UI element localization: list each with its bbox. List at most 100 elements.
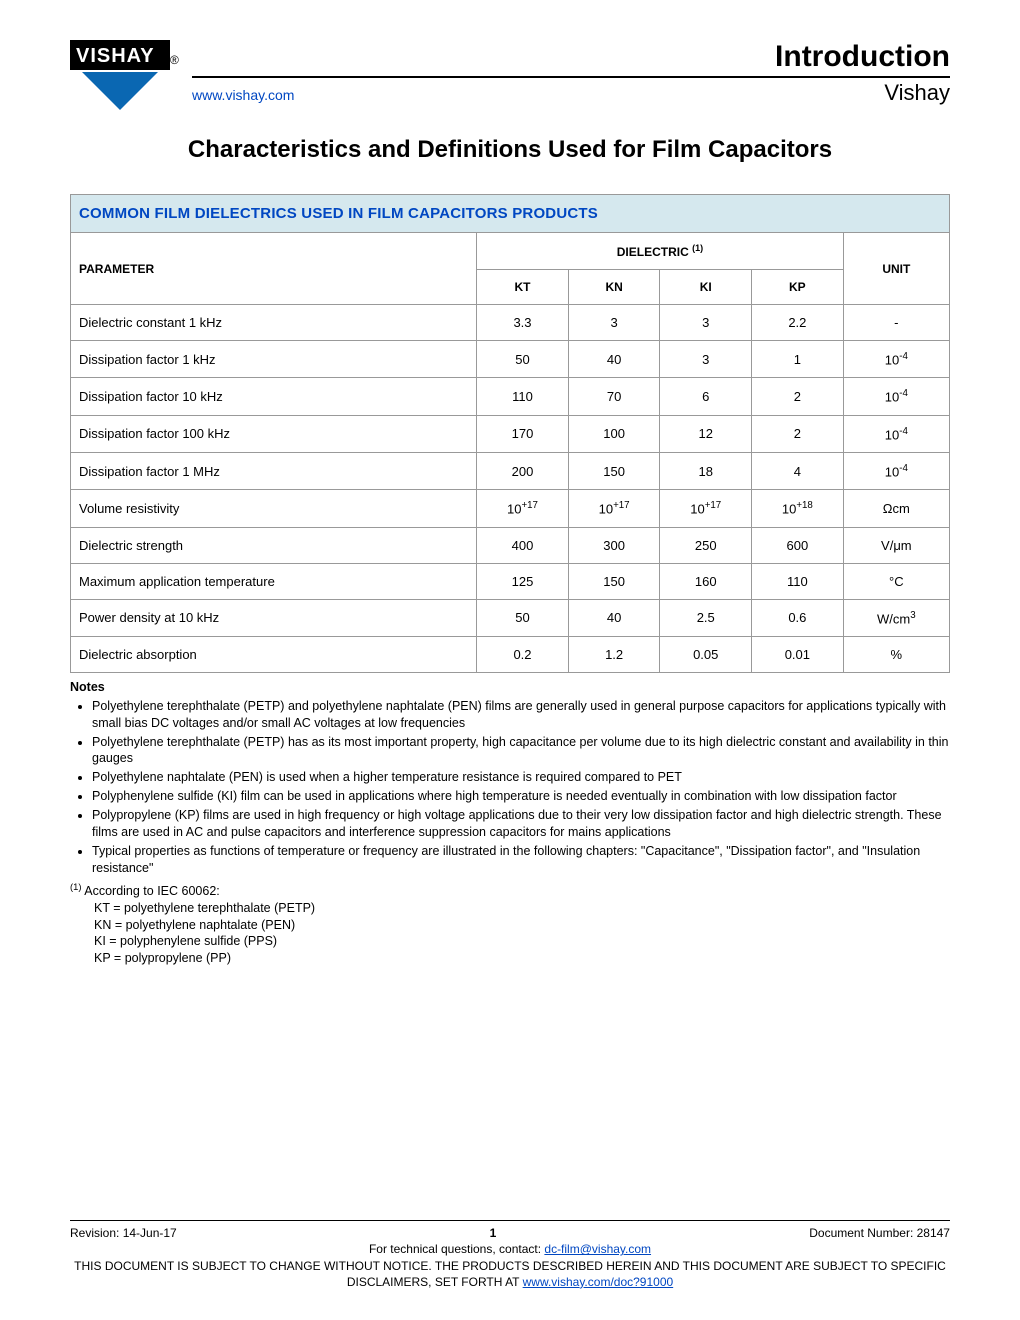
note-item: Typical properties as functions of tempe… (92, 843, 950, 877)
value-cell: 10+18 (752, 490, 844, 527)
table-row: Maximum application temperature125150160… (71, 563, 950, 599)
dielectrics-table: COMMON FILM DIELECTRICS USED IN FILM CAP… (70, 194, 950, 673)
value-cell: 160 (660, 563, 752, 599)
brand-label: Vishay (884, 80, 950, 106)
footnote-def: KI = polyphenylene sulfide (PPS) (94, 933, 950, 950)
unit-cell: V/μm (843, 527, 949, 563)
disclaimer-link[interactable]: www.vishay.com/doc?91000 (523, 1275, 674, 1289)
value-cell: 0.05 (660, 636, 752, 672)
param-cell: Dielectric absorption (71, 636, 477, 672)
value-cell: 250 (660, 527, 752, 563)
vishay-logo: VISHAY ® (70, 40, 180, 112)
tech-contact: For technical questions, contact: dc-fil… (70, 1241, 950, 1257)
unit-cell: °C (843, 563, 949, 599)
value-cell: 1 (752, 341, 844, 378)
header-right: Introduction www.vishay.com Vishay (192, 40, 950, 106)
unit-cell: 10-4 (843, 378, 949, 415)
value-cell: 2.5 (660, 599, 752, 636)
value-cell: 400 (477, 527, 569, 563)
notes-section: Notes Polyethylene terephthalate (PETP) … (70, 679, 950, 967)
svg-text:VISHAY: VISHAY (76, 45, 155, 67)
table-row: Dissipation factor 100 kHz17010012210-4 (71, 415, 950, 452)
value-cell: 0.2 (477, 636, 569, 672)
unit-cell: 10-4 (843, 452, 949, 489)
page-section-title: Introduction (192, 40, 950, 78)
col-kt: KT (477, 270, 569, 305)
header-sub-row: www.vishay.com Vishay (192, 80, 950, 106)
footnote: (1) According to IEC 60062: KT = polyeth… (70, 881, 950, 968)
value-cell: 2 (752, 415, 844, 452)
note-item: Polyethylene naphtalate (PEN) is used wh… (92, 769, 950, 786)
table-row: Dissipation factor 1 kHz50403110-4 (71, 341, 950, 378)
page-footer: Revision: 14-Jun-17 1 Document Number: 2… (70, 1220, 950, 1290)
table-row: Dissipation factor 10 kHz110706210-4 (71, 378, 950, 415)
param-cell: Dissipation factor 1 kHz (71, 341, 477, 378)
value-cell: 6 (660, 378, 752, 415)
param-cell: Volume resistivity (71, 490, 477, 527)
value-cell: 150 (568, 452, 660, 489)
col-ki: KI (660, 270, 752, 305)
unit-cell: 10-4 (843, 341, 949, 378)
value-cell: 2 (752, 378, 844, 415)
value-cell: 600 (752, 527, 844, 563)
value-cell: 0.01 (752, 636, 844, 672)
page-number: 1 (490, 1225, 497, 1241)
value-cell: 3 (660, 305, 752, 341)
disclaimer-text: THIS DOCUMENT IS SUBJECT TO CHANGE WITHO… (74, 1259, 946, 1289)
param-cell: Dissipation factor 100 kHz (71, 415, 477, 452)
footnote-label: (1) (70, 882, 81, 892)
unit-cell: Ωcm (843, 490, 949, 527)
unit-cell: % (843, 636, 949, 672)
value-cell: 150 (568, 563, 660, 599)
footnote-defs: KT = polyethylene terephthalate (PETP)KN… (70, 900, 950, 968)
param-cell: Dielectric strength (71, 527, 477, 563)
notes-heading: Notes (70, 679, 950, 696)
value-cell: 300 (568, 527, 660, 563)
param-cell: Maximum application temperature (71, 563, 477, 599)
table-row: Dielectric absorption0.21.20.050.01% (71, 636, 950, 672)
footnote-intro: According to IEC 60062: (84, 884, 220, 898)
table-row: Dissipation factor 1 MHz20015018410-4 (71, 452, 950, 489)
value-cell: 10+17 (477, 490, 569, 527)
note-item: Polyethylene terephthalate (PETP) and po… (92, 698, 950, 732)
value-cell: 110 (477, 378, 569, 415)
header: VISHAY ® Introduction www.vishay.com Vis… (70, 40, 950, 112)
param-cell: Dissipation factor 1 MHz (71, 452, 477, 489)
dielectric-sup: (1) (692, 243, 703, 253)
table-body: Dielectric constant 1 kHz3.3332.2-Dissip… (71, 305, 950, 673)
value-cell: 100 (568, 415, 660, 452)
col-kn: KN (568, 270, 660, 305)
value-cell: 0.6 (752, 599, 844, 636)
note-item: Polyethylene terephthalate (PETP) has as… (92, 734, 950, 768)
param-cell: Dissipation factor 10 kHz (71, 378, 477, 415)
value-cell: 2.2 (752, 305, 844, 341)
vishay-url-link[interactable]: www.vishay.com (192, 87, 294, 103)
tech-contact-link[interactable]: dc-film@vishay.com (544, 1242, 651, 1256)
unit-cell: - (843, 305, 949, 341)
table-row: Volume resistivity10+1710+1710+1710+18Ωc… (71, 490, 950, 527)
value-cell: 110 (752, 563, 844, 599)
value-cell: 50 (477, 599, 569, 636)
value-cell: 50 (477, 341, 569, 378)
col-header-dielectric: DIELECTRIC (1) (477, 233, 844, 270)
value-cell: 4 (752, 452, 844, 489)
value-cell: 12 (660, 415, 752, 452)
unit-cell: 10-4 (843, 415, 949, 452)
value-cell: 125 (477, 563, 569, 599)
value-cell: 3 (660, 341, 752, 378)
value-cell: 3 (568, 305, 660, 341)
value-cell: 18 (660, 452, 752, 489)
doc-number: Document Number: 28147 (809, 1225, 950, 1241)
document-title: Characteristics and Definitions Used for… (70, 136, 950, 164)
param-cell: Power density at 10 kHz (71, 599, 477, 636)
param-cell: Dielectric constant 1 kHz (71, 305, 477, 341)
col-kp: KP (752, 270, 844, 305)
dielectric-label: DIELECTRIC (617, 245, 689, 259)
table-row: Dielectric constant 1 kHz3.3332.2- (71, 305, 950, 341)
col-header-parameter: PARAMETER (71, 233, 477, 305)
note-item: Polyphenylene sulfide (KI) film can be u… (92, 788, 950, 805)
value-cell: 3.3 (477, 305, 569, 341)
tech-contact-pre: For technical questions, contact: (369, 1242, 544, 1256)
value-cell: 170 (477, 415, 569, 452)
value-cell: 70 (568, 378, 660, 415)
